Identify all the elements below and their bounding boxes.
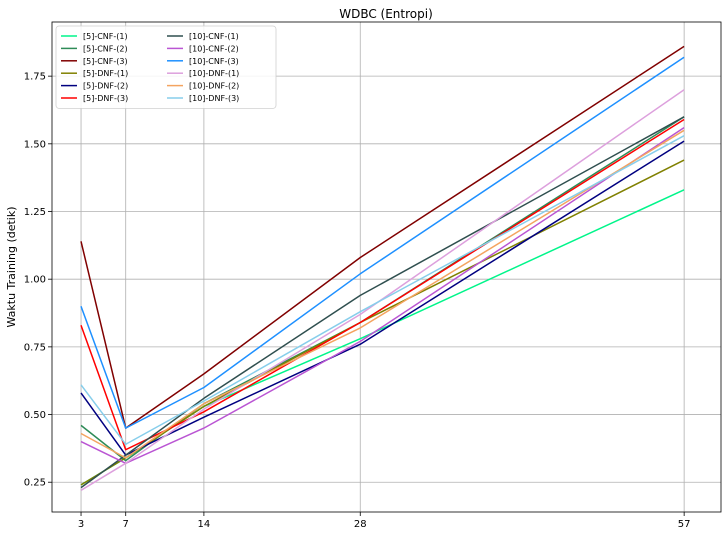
series-line-7 [80, 126, 685, 465]
series-line-11 [80, 135, 685, 446]
x-tick-label: 3 [78, 519, 84, 530]
y-tick-label: 0.25 [24, 478, 46, 489]
legend-label: [10]-DNF-(3) [189, 94, 239, 103]
legend-label: [10]-CNF-(1) [189, 32, 239, 41]
x-tick-label: 28 [354, 519, 367, 530]
legend-label: [5]-CNF-(1) [83, 32, 128, 41]
legend-box [55, 25, 277, 109]
x-tick-label: 14 [198, 519, 211, 530]
legend-label: [10]-CNF-(2) [189, 44, 239, 53]
y-tick-label: 0.75 [24, 342, 46, 353]
series-line-8 [80, 56, 685, 429]
legend-label: [10]-CNF-(3) [189, 57, 239, 66]
y-tick-label: 1.00 [24, 275, 46, 286]
series-line-2 [80, 45, 685, 429]
series-line-3 [80, 159, 685, 486]
plot-frame [51, 21, 722, 513]
chart-title: WDBC (Entropi) [339, 7, 433, 21]
y-tick-label: 1.75 [24, 72, 46, 83]
y-tick-label: 0.50 [24, 410, 46, 421]
series-line-4 [80, 140, 685, 456]
x-tick-label: 7 [123, 519, 129, 530]
axis-ticks: 3 7 14 28 57 0.25 0.50 0.75 1.00 1.25 1.50 1.75 [24, 72, 691, 530]
series-line-6 [80, 116, 685, 489]
legend-label: [5]-DNF-(1) [83, 69, 128, 78]
legend-label: [5]-CNF-(3) [83, 57, 128, 66]
y-tick-label: 1.25 [24, 207, 46, 218]
legend-label: [5]-CNF-(2) [83, 44, 128, 53]
x-tick-label: 57 [678, 519, 691, 530]
series-line-5 [80, 118, 685, 451]
series-line-1 [80, 116, 685, 462]
series-line-9 [80, 89, 685, 491]
series-line-0 [80, 189, 685, 486]
legend-label: [5]-DNF-(3) [83, 94, 128, 103]
y-tick-label: 1.50 [24, 139, 46, 150]
legend-label: [10]-DNF-(2) [189, 82, 239, 91]
series-lines [80, 45, 685, 491]
series-line-10 [80, 129, 685, 459]
legend-label: [5]-DNF-(2) [83, 82, 128, 91]
y-axis-label: Waktu Training (detik) [5, 206, 18, 327]
legend-label: [10]-DNF-(1) [189, 69, 239, 78]
legend: [5]-CNF-(1) [5]-CNF-(2) [5]-CNF-(3) [5]-DNF… [55, 25, 277, 109]
